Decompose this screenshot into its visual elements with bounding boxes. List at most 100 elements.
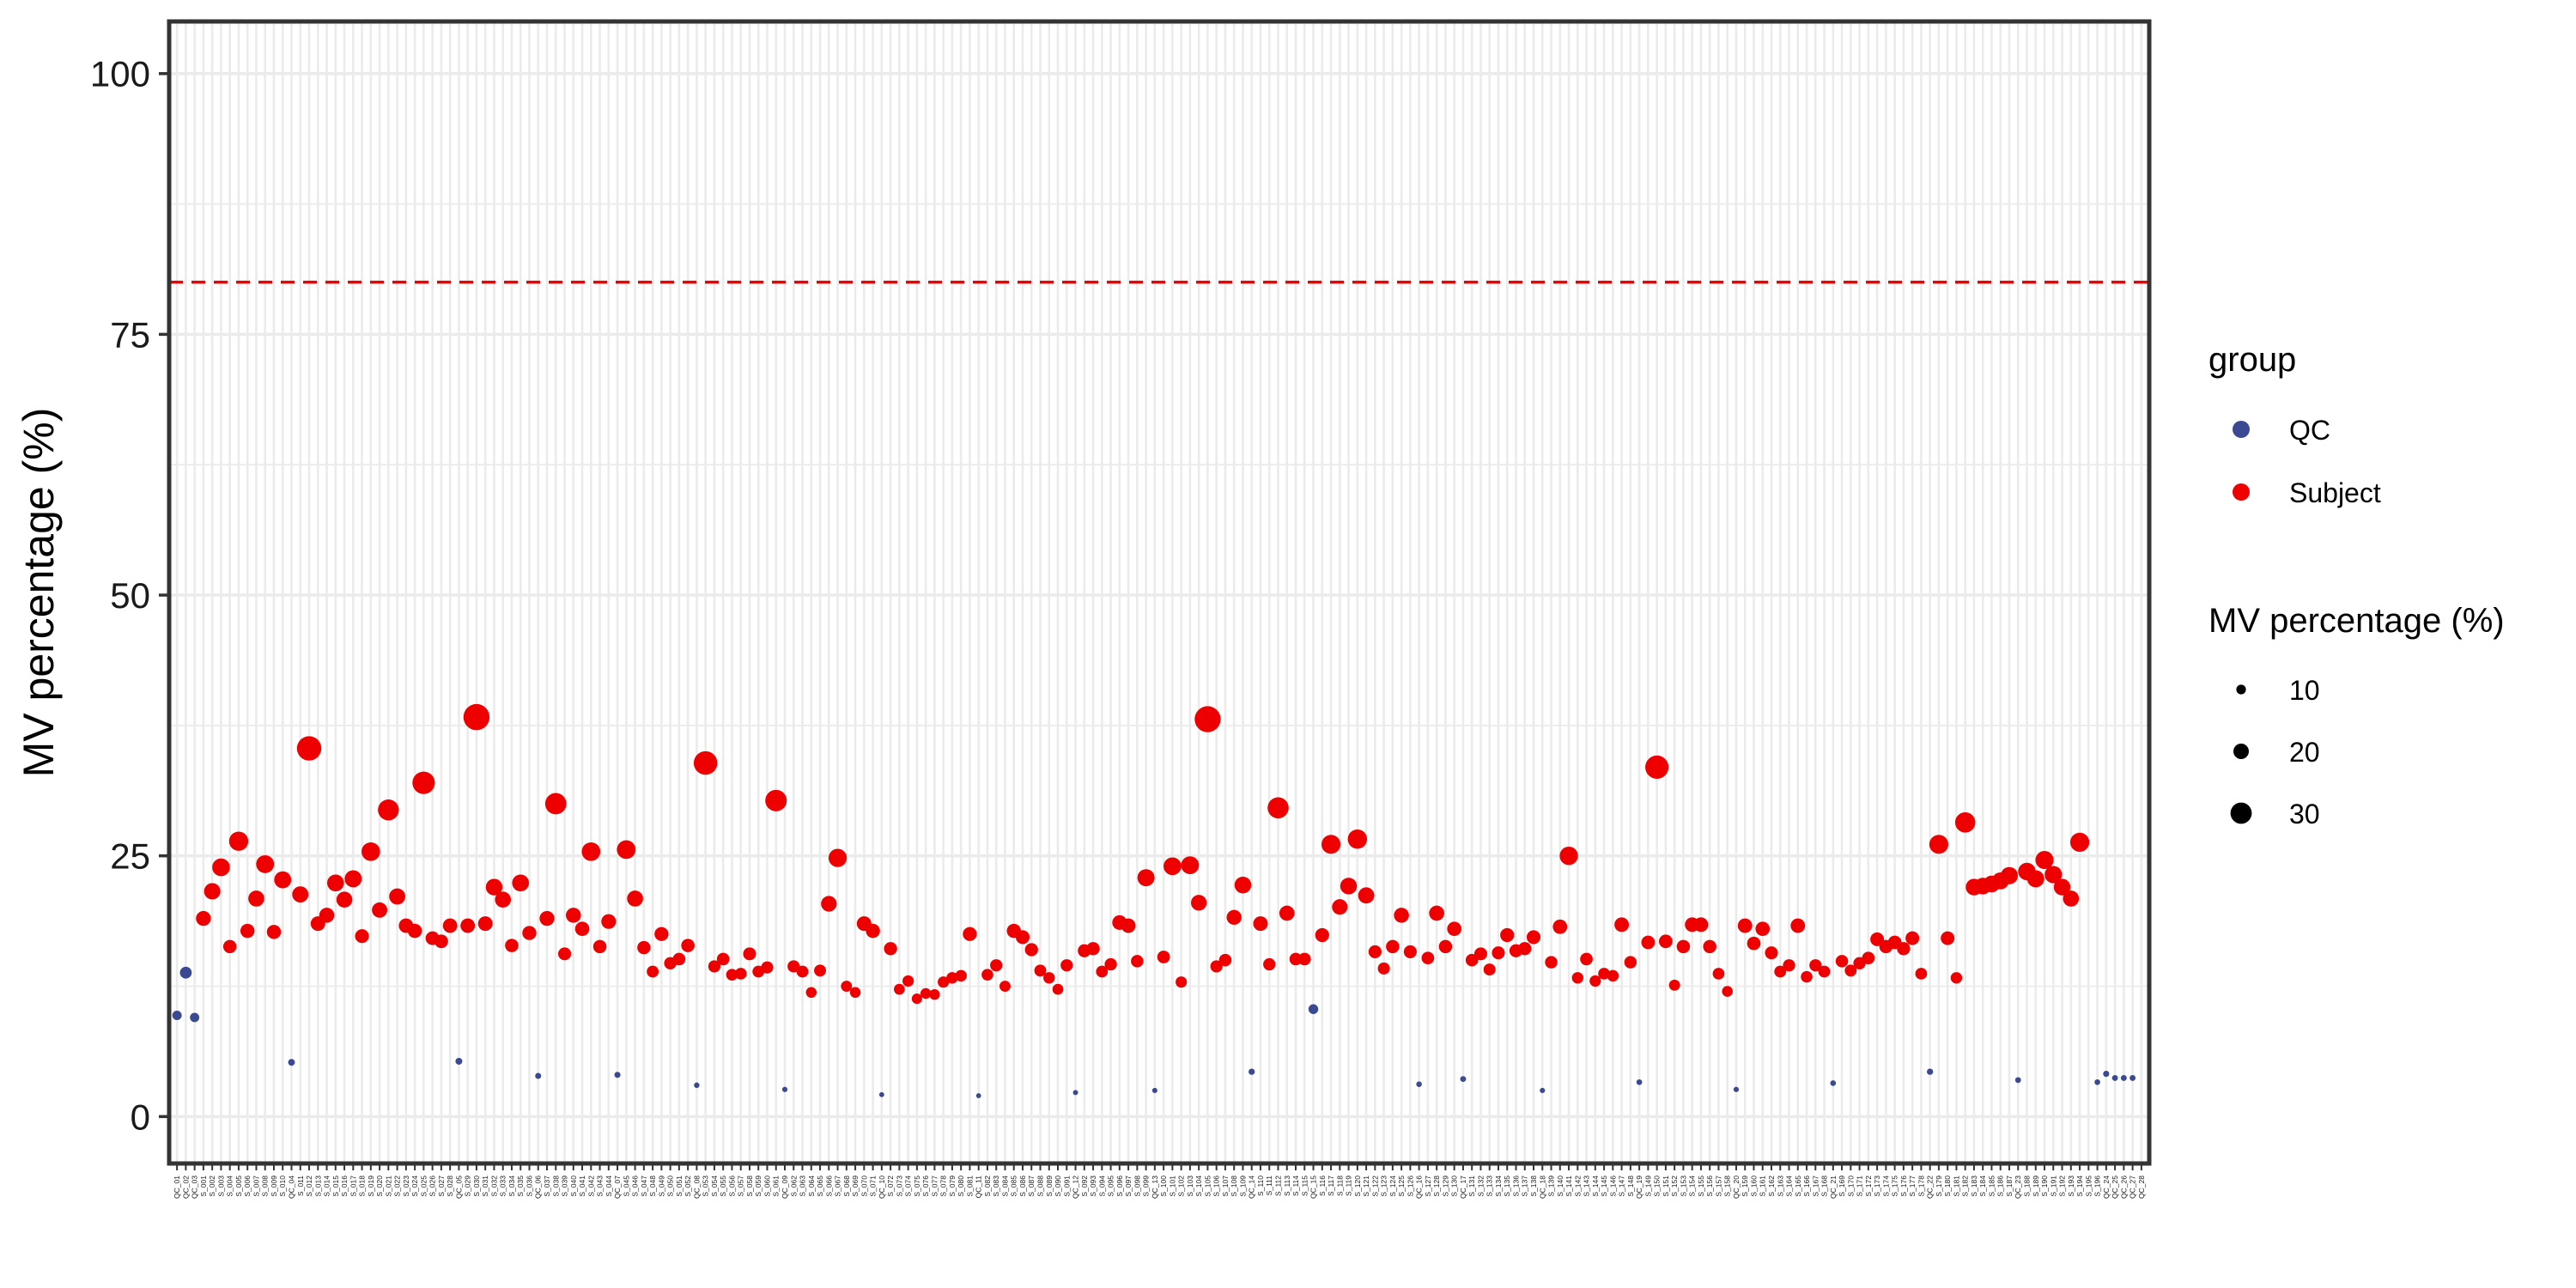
subject-point bbox=[1104, 957, 1117, 971]
x-tick-label: S_061 bbox=[772, 1176, 781, 1197]
subject-point bbox=[805, 987, 817, 999]
subject-point bbox=[1163, 857, 1182, 876]
plot-panel bbox=[169, 21, 2149, 1163]
subject-point bbox=[1267, 797, 1289, 819]
x-tick-label: S_080 bbox=[957, 1176, 965, 1197]
subject-point bbox=[1181, 856, 1200, 875]
x-tick-label: S_161 bbox=[1759, 1176, 1767, 1197]
subject-point bbox=[2053, 878, 2071, 896]
subject-point bbox=[1226, 909, 1242, 926]
x-tick-label: QC_28 bbox=[2137, 1176, 2146, 1199]
subject-point bbox=[617, 840, 636, 860]
subject-point bbox=[1447, 921, 1461, 937]
subject-point bbox=[1598, 968, 1610, 980]
subject-point bbox=[1052, 983, 1064, 995]
x-tick-label: QC_17 bbox=[1459, 1176, 1467, 1199]
x-tick-label: S_125 bbox=[1397, 1176, 1406, 1197]
x-tick-label: S_136 bbox=[1511, 1176, 1520, 1197]
x-tick-label: S_172 bbox=[1864, 1176, 1873, 1197]
x-tick-label: S_138 bbox=[1529, 1176, 1538, 1197]
x-tick-label: QC_18 bbox=[1538, 1176, 1546, 1199]
x-tick-label: S_183 bbox=[1970, 1176, 1978, 1197]
x-tick-label: S_052 bbox=[683, 1176, 692, 1197]
subject-point bbox=[1483, 963, 1496, 976]
subject-point bbox=[743, 947, 756, 961]
x-tick-label: QC_21 bbox=[1829, 1176, 1838, 1199]
subject-point bbox=[1645, 755, 1669, 780]
x-tick-label: S_034 bbox=[507, 1176, 516, 1197]
x-tick-label: S_085 bbox=[1010, 1176, 1018, 1197]
x-tick-label: S_167 bbox=[1811, 1176, 1820, 1197]
x-tick-label: S_018 bbox=[358, 1176, 367, 1197]
x-tick-label: S_184 bbox=[1978, 1176, 1987, 1197]
x-tick-label: S_016 bbox=[340, 1176, 349, 1197]
subject-point bbox=[292, 886, 309, 903]
qc-point bbox=[2014, 1077, 2021, 1084]
x-tick-label: S_110 bbox=[1256, 1176, 1265, 1196]
y-tick-label: 75 bbox=[110, 314, 150, 355]
x-tick-label: S_079 bbox=[948, 1176, 957, 1197]
subject-point bbox=[681, 939, 695, 952]
x-tick-label: S_040 bbox=[569, 1176, 578, 1197]
x-tick-label: QC_22 bbox=[1926, 1176, 1935, 1199]
x-tick-label: S_083 bbox=[992, 1176, 1000, 1197]
subject-point bbox=[1790, 918, 1806, 933]
subject-point bbox=[1253, 916, 1268, 932]
x-tick-label: S_114 bbox=[1291, 1176, 1300, 1196]
x-tick-label: S_188 bbox=[2023, 1176, 2032, 1197]
x-tick-label: S_025 bbox=[419, 1176, 428, 1197]
subject-point bbox=[999, 981, 1011, 992]
x-tick-label: S_043 bbox=[596, 1176, 605, 1197]
x-tick-label: S_118 bbox=[1335, 1176, 1344, 1196]
x-tick-label: S_044 bbox=[605, 1176, 613, 1197]
subject-point bbox=[495, 891, 511, 908]
qc-point bbox=[1830, 1080, 1837, 1086]
subject-point bbox=[647, 965, 659, 978]
subject-point bbox=[938, 976, 950, 988]
x-tick-label: S_065 bbox=[816, 1176, 824, 1197]
x-tick-label: S_001 bbox=[199, 1176, 208, 1197]
x-tick-label: S_151 bbox=[1662, 1176, 1670, 1197]
subject-point bbox=[920, 987, 932, 999]
subject-point bbox=[442, 918, 458, 933]
x-tick-label: S_055 bbox=[719, 1176, 727, 1197]
subject-point bbox=[248, 890, 264, 907]
subject-point bbox=[319, 908, 335, 923]
x-tick-label: S_026 bbox=[428, 1176, 437, 1197]
qc-point bbox=[1540, 1087, 1546, 1094]
x-tick-label: S_173 bbox=[1873, 1176, 1881, 1197]
subject-point bbox=[1340, 878, 1358, 895]
subject-point bbox=[1722, 986, 1733, 997]
x-tick-label: S_078 bbox=[939, 1176, 948, 1197]
subject-point bbox=[1755, 921, 1771, 937]
x-tick-label: S_160 bbox=[1749, 1176, 1758, 1197]
subject-point bbox=[212, 858, 230, 877]
x-tick-label: S_146 bbox=[1608, 1176, 1617, 1197]
x-tick-label: S_169 bbox=[1838, 1176, 1846, 1197]
x-tick-label: S_014 bbox=[323, 1176, 331, 1197]
x-tick-label: S_122 bbox=[1370, 1176, 1379, 1197]
subject-point bbox=[1465, 953, 1479, 967]
qc-point bbox=[1926, 1068, 1934, 1075]
x-tick-label: S_032 bbox=[489, 1176, 498, 1197]
x-tick-label: S_178 bbox=[1917, 1176, 1925, 1197]
x-tick-label: S_060 bbox=[762, 1176, 771, 1197]
x-tick-label: S_163 bbox=[1776, 1176, 1784, 1197]
legend-size-label: 10 bbox=[2289, 675, 2320, 706]
subject-point bbox=[1747, 936, 1761, 951]
subject-point bbox=[1279, 905, 1295, 921]
qc-point bbox=[535, 1072, 542, 1079]
subject-point bbox=[204, 883, 221, 900]
subject-point bbox=[412, 771, 435, 794]
x-tick-label: S_090 bbox=[1054, 1176, 1062, 1197]
x-tick-label: S_059 bbox=[754, 1176, 762, 1197]
subject-point bbox=[2069, 832, 2090, 853]
subject-point bbox=[240, 923, 255, 939]
x-tick-label: S_039 bbox=[561, 1176, 569, 1197]
subject-point bbox=[460, 918, 476, 933]
subject-point bbox=[1347, 829, 1368, 849]
x-tick-label: QC_23 bbox=[2014, 1176, 2022, 1199]
subject-point bbox=[955, 969, 967, 982]
x-tick-label: S_106 bbox=[1212, 1176, 1221, 1197]
subject-point bbox=[672, 952, 686, 966]
